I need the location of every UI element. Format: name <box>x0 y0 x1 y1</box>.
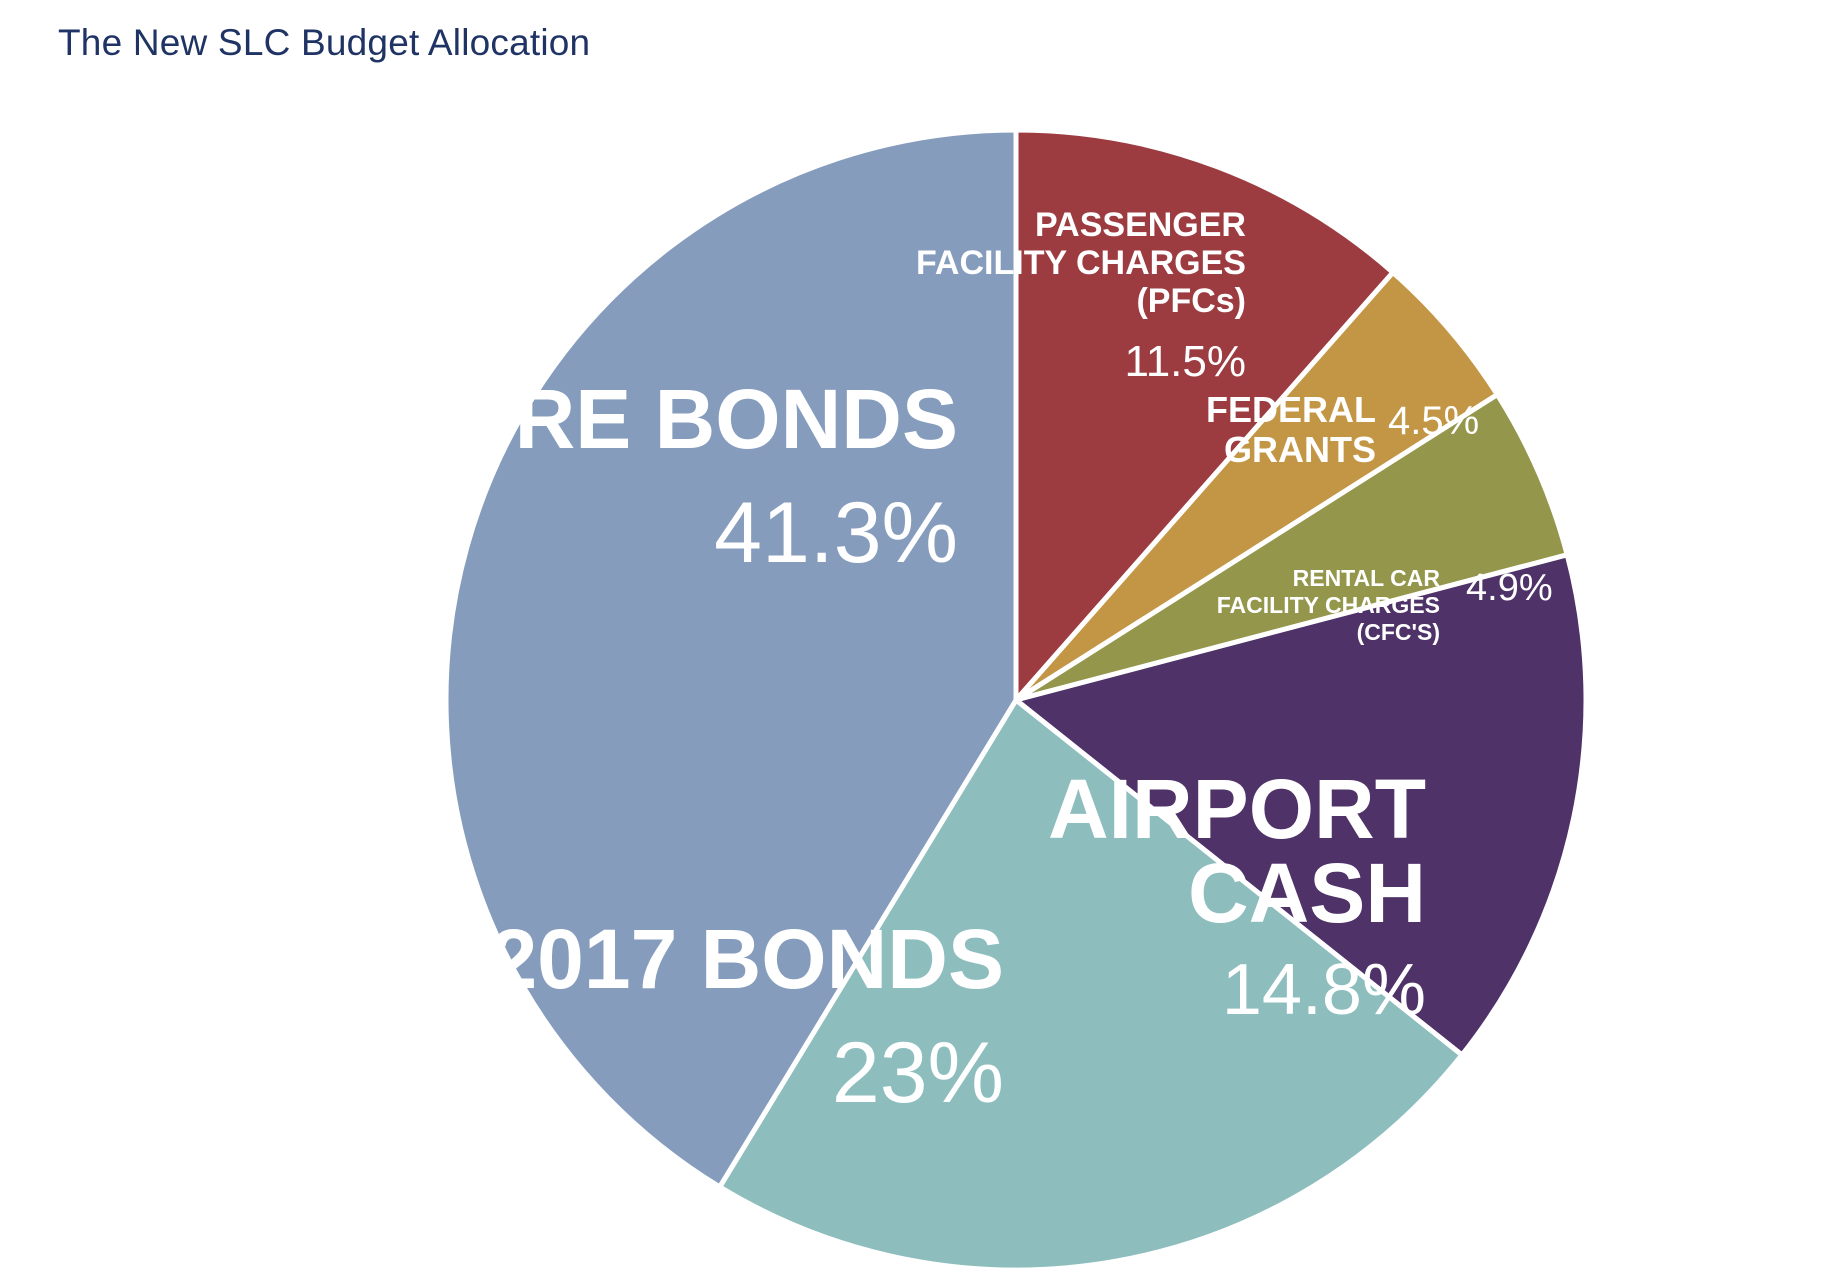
page-title: The New SLC Budget Allocation <box>58 22 591 63</box>
slice-value-passenger-facility-charges-pfcs: 11.5% <box>1125 337 1247 386</box>
pie-labels: PASSENGER FACILITY CHARGES (PFCs) 11.5%FEDE… <box>291 206 1553 1121</box>
pie-slice-passenger-facility-charges-pfcs <box>1013 127 1396 703</box>
slice-value-airport-cash: 14.8% <box>1222 950 1426 1030</box>
pie-slice-2017-bonds <box>717 697 1465 1273</box>
slice-value-federal-grants: 4.5% <box>1388 399 1479 443</box>
pie-slice-future-bonds <box>443 127 1019 1190</box>
slice-label-future-bonds: FUTURE BONDS <box>291 372 958 466</box>
slice-label-rental-car-facility-charges-cfc-s: RENTAL CAR FACILITY CHARGES (CFC'S) <box>1217 565 1441 645</box>
slice-label-federal-grants: FEDERAL GRANTS <box>1206 389 1376 470</box>
pie-slice-federal-grants <box>1013 269 1500 703</box>
pie-slice-rental-car-facility-charges-cfc-s <box>1013 392 1570 703</box>
slice-value-rental-car-facility-charges-cfc-s: 4.9% <box>1466 567 1553 609</box>
slice-value-2017-bonds: 23% <box>832 1025 1004 1121</box>
pie-slice-airport-cash <box>1013 552 1589 1058</box>
pie-slices <box>443 127 1589 1273</box>
slice-label-passenger-facility-charges-pfcs: PASSENGER FACILITY CHARGES (PFCs) <box>916 206 1246 320</box>
slice-value-future-bonds: 41.3% <box>714 485 958 581</box>
slice-label-airport-cash: AIRPORT CASH <box>1048 762 1426 940</box>
slice-label-2017-bonds: 2017 BONDS <box>490 912 1004 1006</box>
